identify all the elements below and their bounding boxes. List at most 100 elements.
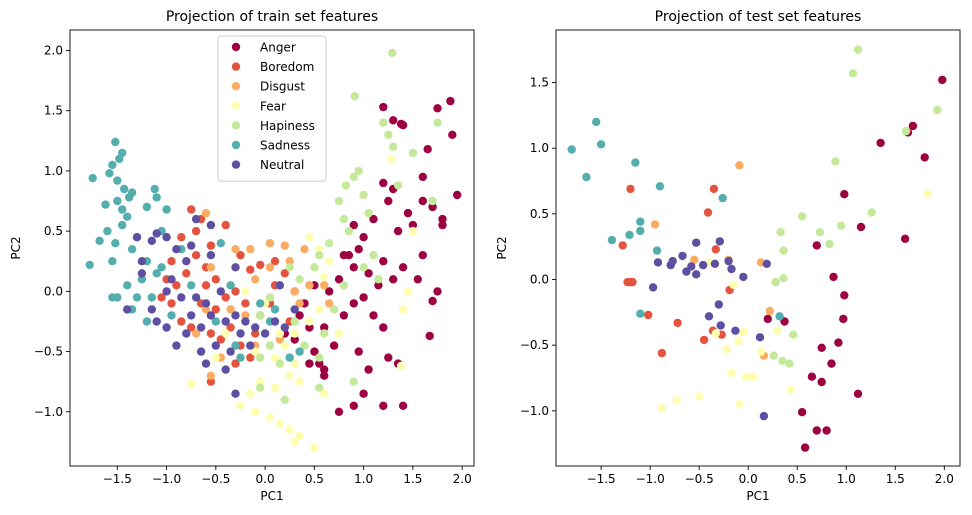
point xyxy=(256,299,265,308)
point xyxy=(379,401,388,410)
point xyxy=(908,121,918,131)
point xyxy=(692,238,701,247)
point xyxy=(673,318,682,328)
point xyxy=(765,306,774,316)
point xyxy=(113,176,122,185)
point xyxy=(285,263,294,272)
point xyxy=(413,275,422,284)
x-tick-label: −0.5 xyxy=(201,472,230,486)
point xyxy=(88,173,97,183)
point xyxy=(111,239,120,248)
point xyxy=(172,245,181,254)
point xyxy=(246,341,255,350)
point xyxy=(848,69,858,78)
point xyxy=(191,329,201,338)
point xyxy=(379,323,388,332)
point xyxy=(231,341,240,350)
legend-label: Hapiness xyxy=(260,119,315,133)
point xyxy=(320,281,329,290)
point xyxy=(167,275,176,284)
point xyxy=(834,338,843,347)
point xyxy=(339,214,349,224)
point xyxy=(672,396,681,405)
point xyxy=(260,329,270,338)
point xyxy=(369,311,378,320)
point xyxy=(567,145,576,154)
point xyxy=(256,377,265,386)
point xyxy=(626,184,635,194)
point xyxy=(354,347,363,356)
point xyxy=(636,217,645,226)
point xyxy=(607,235,617,245)
point xyxy=(105,169,114,178)
y-tick-label: 0.5 xyxy=(44,224,63,238)
point xyxy=(191,226,201,236)
point xyxy=(270,257,280,266)
point xyxy=(241,311,250,320)
point xyxy=(817,343,826,352)
point xyxy=(703,208,713,217)
point xyxy=(216,239,225,248)
point xyxy=(211,275,220,284)
point xyxy=(236,251,245,260)
point xyxy=(206,329,216,338)
point xyxy=(418,196,427,206)
point xyxy=(246,245,255,254)
y-tick-label: 1.0 xyxy=(530,141,549,155)
point xyxy=(300,245,309,254)
point xyxy=(315,383,324,392)
point xyxy=(315,353,324,362)
point xyxy=(120,184,129,194)
point xyxy=(374,275,383,284)
point xyxy=(108,257,117,266)
point xyxy=(315,245,324,254)
point xyxy=(718,193,727,203)
point xyxy=(369,251,378,260)
point xyxy=(280,241,289,250)
chart-title: Projection of train set features xyxy=(166,9,378,25)
point xyxy=(147,293,156,302)
point xyxy=(124,193,134,202)
point xyxy=(191,214,201,224)
point xyxy=(900,234,910,243)
point xyxy=(739,327,748,337)
point xyxy=(652,246,662,255)
x-tick-label: 1.5 xyxy=(403,472,422,486)
point xyxy=(285,371,294,380)
point xyxy=(320,323,329,332)
point xyxy=(418,172,427,182)
point xyxy=(325,239,334,248)
point xyxy=(428,202,437,212)
y-tick-label: −0.5 xyxy=(520,338,549,352)
plot-area: −1.5 −1.0 −0.5 0.0 0.5 1.0 1.5 2.0 −1.0 −0.5 0.0 0.… xyxy=(520,29,961,486)
y-tick-label: −1.0 xyxy=(520,404,549,418)
point xyxy=(359,190,368,200)
point xyxy=(167,311,176,320)
point xyxy=(157,293,166,302)
point xyxy=(320,365,329,374)
point xyxy=(334,329,344,338)
point xyxy=(177,293,186,302)
point xyxy=(300,341,309,350)
point xyxy=(221,317,230,326)
y-tick-label: 1.5 xyxy=(44,104,63,118)
point xyxy=(384,130,393,139)
series-fear xyxy=(187,154,418,453)
point xyxy=(785,359,794,368)
point xyxy=(285,353,294,362)
y-tick-label: 0.0 xyxy=(530,273,549,287)
point xyxy=(807,372,817,381)
point xyxy=(137,257,147,266)
point xyxy=(748,372,758,381)
point xyxy=(251,275,260,284)
point xyxy=(285,425,294,435)
point xyxy=(727,368,736,377)
legend: Anger Boredom Disgust Fear Hapiness Sadness Ne… xyxy=(217,35,327,182)
point xyxy=(771,277,780,287)
point xyxy=(236,401,245,410)
point xyxy=(678,251,687,261)
point xyxy=(251,407,260,416)
point xyxy=(800,443,810,452)
point xyxy=(187,379,196,389)
point xyxy=(341,181,351,190)
